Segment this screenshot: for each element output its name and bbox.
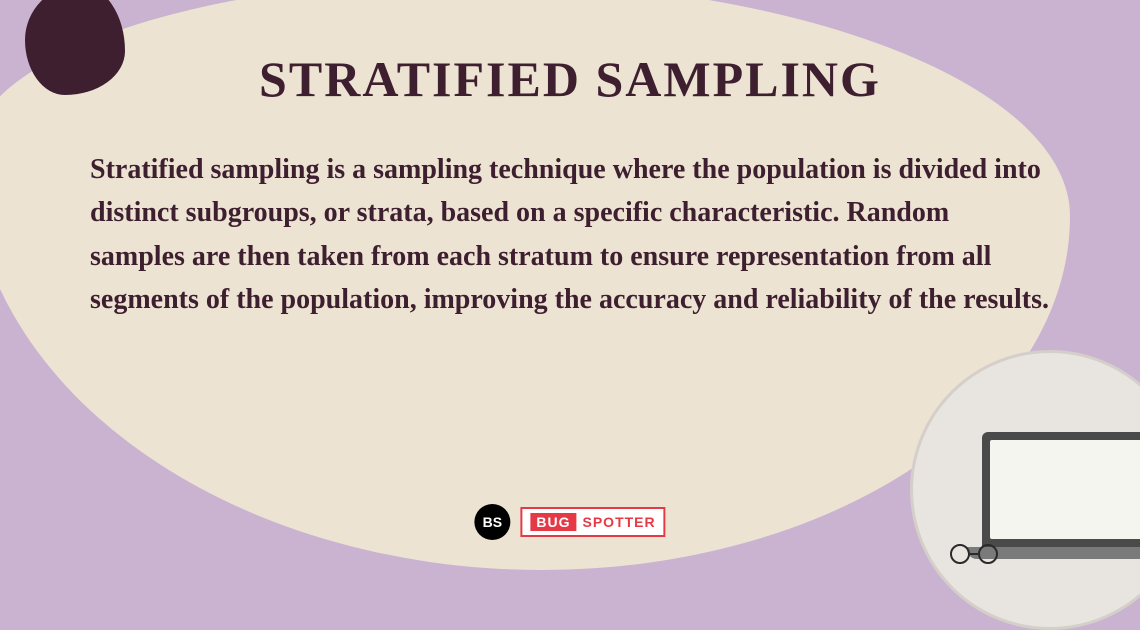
corner-decoration-bottom-left [0, 440, 150, 570]
definition-text: Stratified sampling is a sampling techni… [90, 148, 1050, 322]
brand-circle-icon: BS [474, 504, 510, 540]
brand-badge: BUG SPOTTER [520, 507, 665, 537]
brand-spotter-label: SPOTTER [583, 514, 656, 530]
content-area: STRATIFIED SAMPLING Stratified sampling … [0, 0, 1140, 322]
glasses-icon [948, 543, 1003, 565]
brand-bug-label: BUG [530, 513, 576, 531]
page-title: STRATIFIED SAMPLING [90, 50, 1050, 108]
brand-logo-row: BS BUG SPOTTER [474, 504, 665, 540]
